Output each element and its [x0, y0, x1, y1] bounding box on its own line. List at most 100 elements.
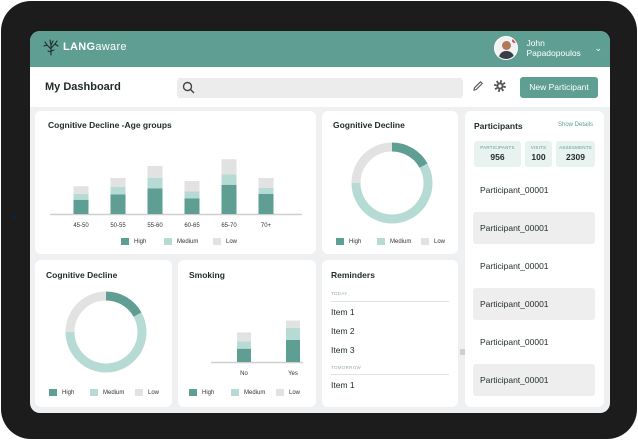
donut-slice-low [351, 142, 393, 184]
bar-high-Yes [286, 339, 300, 362]
reminder-item[interactable]: Item 1 [331, 307, 355, 317]
legend-swatch-low [421, 238, 429, 245]
decline-card-bottom: Cognitive Decline High Medium Low [35, 260, 172, 407]
legend-medium: Medium [231, 389, 265, 396]
bar-low-50-55 [110, 178, 126, 187]
legend-high: High [336, 238, 361, 245]
chevron-down-icon[interactable]: ⌄ [594, 42, 602, 53]
bar-high-65-70 [221, 184, 237, 214]
bar-low-45-50 [73, 186, 89, 194]
legend-medium: Medium [90, 389, 124, 396]
bar-high-55-60 [147, 188, 163, 214]
user-menu[interactable]: John Papadopoulos ⌄ [494, 36, 602, 60]
decline-donut-top [351, 142, 433, 224]
participants-title: Participants [474, 121, 523, 131]
user-name: John Papadopoulos [526, 38, 586, 58]
legend-swatch-low [276, 389, 284, 396]
age-groups-card: Cognitive Decline -Age groups 45-50 50-55… [35, 111, 316, 254]
legend-low: Low [213, 238, 237, 245]
donut-slice-medium [351, 163, 433, 224]
bar-medium-70+ [258, 187, 274, 194]
x-tick-label: 50-55 [110, 223, 126, 229]
participants-card: Participants Show Details PARTICIPANTS 9… [465, 111, 604, 407]
age-chart-title: Cognitive Decline -Age groups [48, 120, 172, 130]
smoking-card: Smoking No Yes High Medium Low [178, 260, 316, 407]
legend-high-label: High [134, 238, 147, 245]
legend-swatch-low [213, 238, 221, 245]
legend-swatch-high [336, 238, 344, 245]
smoking-bar-chart: No Yes [211, 320, 303, 377]
legend-medium: Medium [377, 238, 411, 245]
legend-swatch-high [121, 238, 129, 245]
stat-value: 100 [531, 152, 546, 162]
participant-item[interactable]: Participant_00001 [480, 185, 549, 195]
logo-light: aware [95, 41, 127, 53]
legend-low-label: Low [226, 238, 238, 245]
x-tick-label: Yes [288, 371, 298, 377]
legend-low-label: Low [148, 389, 160, 396]
stat-value: 2309 [566, 152, 585, 162]
stat-label: ASSESMENTS [559, 145, 592, 150]
legend-swatch-low [135, 389, 143, 396]
bar-high-50-55 [110, 194, 126, 214]
bar-medium-55-60 [147, 178, 163, 189]
stat-visits: VISITS 100 [525, 141, 552, 167]
legend-low-label: Low [289, 389, 301, 396]
reminder-item[interactable]: Item 2 [331, 326, 355, 336]
participant-item[interactable]: Participant_00001 [473, 212, 595, 244]
divider [331, 374, 449, 375]
legend-high-label: High [349, 238, 362, 245]
participant-item[interactable]: Participant_00001 [473, 364, 595, 396]
legend-high: High [49, 389, 74, 396]
legend-high: High [121, 238, 146, 245]
search-input[interactable] [177, 78, 463, 98]
reminders-tomorrow-label: TOMORROW [331, 365, 362, 370]
bar-high-No [237, 348, 251, 362]
bar-medium-No [237, 341, 251, 349]
avatar-body [499, 51, 515, 59]
smoking-title: Smoking [189, 270, 225, 280]
legend-swatch-medium [377, 238, 385, 245]
stat-assessments: ASSESMENTS 2309 [556, 141, 595, 167]
app-screen: LANGaware John Papadopoulos ⌄ My Dashboa… [30, 31, 610, 413]
toolbar: My Dashboard New Participant [30, 67, 610, 107]
x-tick-label: 70+ [261, 223, 272, 229]
donut-slice-low [65, 291, 107, 333]
legend-high: High [189, 389, 214, 396]
donut-slice-medium [65, 312, 147, 373]
logo[interactable]: LANGaware [42, 38, 127, 56]
pencil-icon[interactable] [472, 80, 484, 92]
show-details-link[interactable]: Show Details [558, 122, 594, 128]
participant-item[interactable]: Participant_00001 [480, 337, 549, 347]
gear-icon[interactable] [493, 79, 507, 93]
bar-low-55-60 [147, 166, 163, 178]
stat-label: VISITS [530, 145, 547, 150]
scroll-handle[interactable] [460, 349, 465, 355]
search-icon [182, 81, 195, 94]
legend-high-label: High [202, 389, 215, 396]
bar-low-60-65 [184, 181, 200, 192]
legend-low-label: Low [434, 238, 446, 245]
user-first-name: John [526, 38, 545, 48]
legend-medium-label: Medium [177, 238, 199, 245]
legend-swatch-medium [90, 389, 98, 396]
reminder-item[interactable]: Item 1 [331, 380, 355, 390]
notification-dot [512, 38, 518, 43]
user-last-name: Papadopoulos [526, 48, 581, 58]
divider [331, 301, 449, 302]
bar-high-45-50 [73, 199, 89, 214]
participant-item[interactable]: Participant_00001 [473, 288, 595, 320]
top-bar: LANGaware John Papadopoulos ⌄ [30, 31, 610, 67]
reminder-item[interactable]: Item 3 [331, 345, 355, 355]
donut-slice-high [105, 291, 142, 318]
bar-low-No [237, 332, 251, 342]
legend-low: Low [421, 238, 445, 245]
decline-bottom-title: Cognitive Decline [46, 270, 118, 280]
camera-dot [12, 215, 17, 220]
new-participant-button[interactable]: New Participant [520, 77, 598, 98]
participant-item[interactable]: Participant_00001 [480, 261, 549, 271]
avatar[interactable] [494, 36, 519, 60]
legend-swatch-medium [164, 238, 172, 245]
legend-swatch-high [189, 389, 197, 396]
